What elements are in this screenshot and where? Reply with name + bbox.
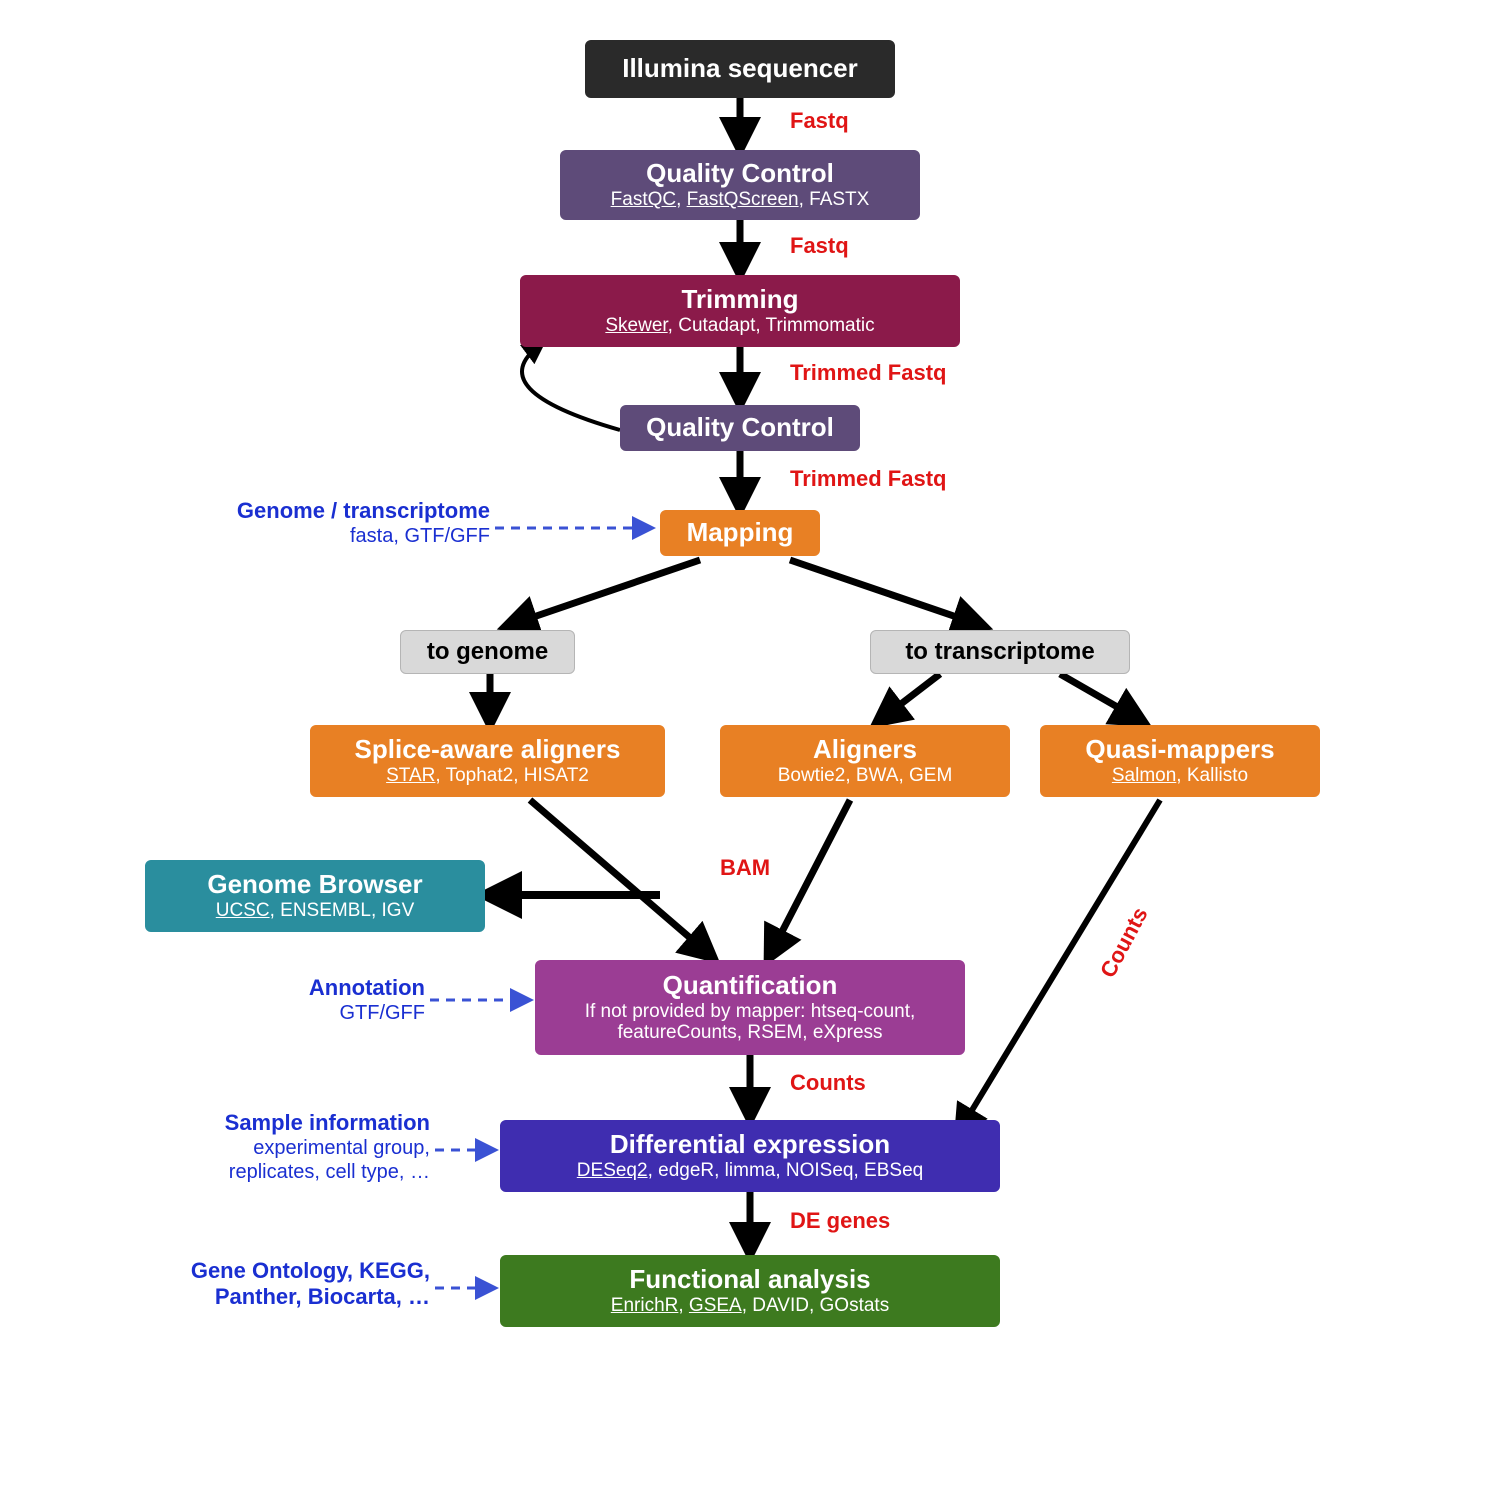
node-sub: UCSC, ENSEMBL, IGV — [216, 900, 415, 922]
node-splice: Splice-aware alignersSTAR, Tophat2, HISA… — [310, 725, 665, 797]
node-sub: Skewer, Cutadapt, Trimmomatic — [605, 315, 874, 337]
node-trim: TrimmingSkewer, Cutadapt, Trimmomatic — [520, 275, 960, 347]
node-sub: STAR, Tophat2, HISAT2 — [386, 765, 589, 787]
node-quasi: Quasi-mappersSalmon, Kallisto — [1040, 725, 1320, 797]
node-mapping: Mapping — [660, 510, 820, 556]
node-title: to genome — [427, 638, 548, 666]
node-qc2: Quality Control — [620, 405, 860, 451]
edge-label-tfastq2: Trimmed Fastq — [790, 466, 946, 492]
node-func: Functional analysisEnrichR, GSEA, DAVID,… — [500, 1255, 1000, 1327]
node-title: Illumina sequencer — [622, 54, 858, 84]
node-title: Genome Browser — [207, 870, 422, 900]
node-illumina: Illumina sequencer — [585, 40, 895, 98]
node-sub: Bowtie2, BWA, GEM — [778, 765, 953, 787]
annot-sub: fasta, GTF/GFF — [200, 524, 490, 548]
node-sub: Salmon, Kallisto — [1112, 765, 1248, 787]
edge-label-bam: BAM — [720, 855, 770, 881]
node-aligners: AlignersBowtie2, BWA, GEM — [720, 725, 1010, 797]
node-title: Quality Control — [646, 413, 834, 443]
edge-label-tfastq1: Trimmed Fastq — [790, 360, 946, 386]
node-sub: EnrichR, GSEA, DAVID, GOstats — [611, 1295, 889, 1317]
arrow-a5b — [790, 560, 980, 625]
annot-title: Genome / transcriptome — [200, 498, 490, 524]
node-dexp: Differential expressionDESeq2, edgeR, li… — [500, 1120, 1000, 1192]
node-title: Functional analysis — [629, 1265, 870, 1295]
arrow-a7a — [880, 674, 940, 720]
node-title: Quantification — [663, 971, 838, 1001]
annot-title: Gene Ontology, KEGG,Panther, Biocarta, … — [155, 1258, 430, 1311]
arrow-a8 — [530, 800, 710, 955]
annot-sub: GTF/GFF — [270, 1001, 425, 1025]
node-title: Splice-aware aligners — [355, 735, 621, 765]
annot-title: Annotation — [270, 975, 425, 1001]
edge-label-fastq2: Fastq — [790, 233, 849, 259]
node-quant: QuantificationIf not provided by mapper:… — [535, 960, 965, 1055]
node-title: Mapping — [687, 518, 794, 548]
node-title: Trimming — [681, 285, 798, 315]
node-title: Aligners — [813, 735, 917, 765]
node-sub: FastQC, FastQScreen, FASTX — [611, 189, 870, 211]
node-title: Quality Control — [646, 159, 834, 189]
edge-label-fastq1: Fastq — [790, 108, 849, 134]
node-togenome: to genome — [400, 630, 575, 674]
annot-title: Sample information — [170, 1110, 430, 1136]
edge-label-counts2: Counts — [1095, 903, 1154, 982]
edge-label-counts1: Counts — [790, 1070, 866, 1096]
edge-label-degenes: DE genes — [790, 1208, 890, 1234]
annotation-sample: Sample informationexperimental group,rep… — [170, 1110, 430, 1184]
annotation-annot: AnnotationGTF/GFF — [270, 975, 425, 1025]
node-title: Quasi-mappers — [1085, 735, 1274, 765]
node-title: Differential expression — [610, 1130, 890, 1160]
arrow-a11 — [960, 800, 1160, 1130]
node-gbrowser: Genome BrowserUCSC, ENSEMBL, IGV — [145, 860, 485, 932]
node-sub: DESeq2, edgeR, limma, NOISeq, EBSeq — [577, 1160, 923, 1182]
arrow-a9 — [770, 800, 850, 955]
loop-arrow — [522, 345, 620, 430]
node-totrans: to transcriptome — [870, 630, 1130, 674]
node-sub: If not provided by mapper: htseq-count,f… — [585, 1001, 916, 1045]
arrow-a5a — [510, 560, 700, 625]
annotation-go: Gene Ontology, KEGG,Panther, Biocarta, … — [155, 1258, 430, 1311]
node-title: to transcriptome — [905, 638, 1094, 666]
annotation-genome: Genome / transcriptomefasta, GTF/GFF — [200, 498, 490, 548]
arrow-a7b — [1060, 674, 1140, 720]
node-qc1: Quality ControlFastQC, FastQScreen, FAST… — [560, 150, 920, 220]
annot-sub: experimental group,replicates, cell type… — [170, 1136, 430, 1184]
flowchart-stage: Illumina sequencerQuality ControlFastQC,… — [0, 0, 1500, 1500]
